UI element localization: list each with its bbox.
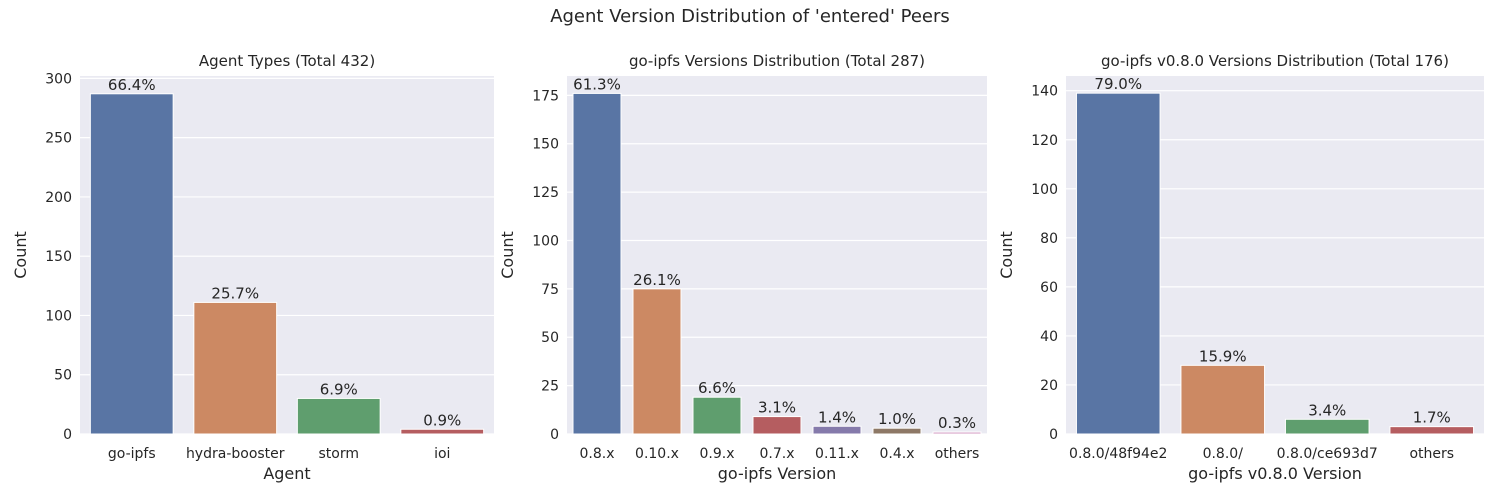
bar-value-label: 61.3% — [573, 75, 621, 93]
bar — [1284, 418, 1370, 435]
panel-title: go-ipfs v0.8.0 Versions Distribution (To… — [1101, 52, 1449, 70]
bar-value-label: 0.3% — [938, 414, 976, 432]
y-tick-label: 120 — [1031, 133, 1058, 149]
x-axis-label: go-ipfs Version — [718, 464, 837, 483]
bar-value-label: 79.0% — [1094, 75, 1142, 93]
bar — [89, 93, 174, 435]
figure-title: Agent Version Distribution of 'entered' … — [550, 6, 950, 27]
x-tick-label: storm — [319, 446, 360, 462]
bar-value-label: 15.9% — [1199, 347, 1247, 365]
x-tick-label: others — [1409, 446, 1454, 462]
y-tick-label: 0 — [550, 427, 559, 443]
y-tick-label: 250 — [45, 131, 72, 147]
y-tick-label: 150 — [45, 249, 72, 265]
x-tick-label: 0.8.0/ — [1203, 446, 1244, 462]
x-axis-label: Agent — [263, 464, 310, 483]
y-tick-label: 100 — [532, 233, 559, 249]
bar — [1075, 92, 1161, 435]
bar — [932, 431, 982, 435]
bar — [752, 416, 802, 435]
bar — [193, 301, 278, 435]
bar-value-label: 66.4% — [108, 76, 156, 94]
y-tick-label: 100 — [1031, 182, 1058, 198]
bar-value-label: 6.9% — [320, 380, 358, 398]
x-tick-label: 0.8.x — [580, 446, 615, 462]
y-tick-label: 0 — [63, 427, 72, 443]
y-tick-label: 200 — [45, 190, 72, 206]
y-tick-label: 40 — [1040, 329, 1058, 345]
x-tick-label: 0.8.0/ce693d7 — [1277, 446, 1378, 462]
y-axis-label: Count — [498, 231, 517, 279]
y-tick-label: 150 — [532, 137, 559, 153]
x-tick-label: 0.8.0/48f94e2 — [1069, 446, 1167, 462]
y-tick-label: 60 — [1040, 280, 1058, 296]
bar-value-label: 6.6% — [698, 379, 736, 397]
chart-panel-1: 0 50 100 150 200 250 300 66.4% go-ipfs 25.7% hydra… — [11, 52, 494, 483]
y-tick-label: 125 — [532, 185, 559, 201]
bar — [572, 92, 622, 435]
bar — [296, 397, 381, 435]
bar — [632, 288, 682, 435]
bar — [1389, 426, 1475, 435]
x-tick-label: ioi — [434, 446, 450, 462]
x-tick-label: 0.11.x — [815, 446, 859, 462]
bar-value-label: 1.4% — [818, 408, 856, 426]
chart-panel-2: 0 25 50 75 100 125 150 175 61.3% 0.8.x 26.1% 0.10.x… — [498, 52, 987, 483]
bar — [812, 425, 862, 435]
y-tick-label: 0 — [1049, 427, 1058, 443]
x-tick-label: others — [935, 446, 980, 462]
panel-title: Agent Types (Total 432) — [199, 52, 375, 70]
bar — [400, 428, 485, 435]
y-tick-label: 50 — [54, 368, 72, 384]
y-tick-label: 80 — [1040, 231, 1058, 247]
x-axis-label: go-ipfs v0.8.0 Version — [1188, 464, 1362, 483]
x-tick-label: 0.4.x — [880, 446, 915, 462]
plot-background — [567, 76, 987, 434]
bar-value-label: 3.4% — [1308, 401, 1346, 419]
bar — [1180, 364, 1266, 435]
y-tick-label: 140 — [1031, 84, 1058, 100]
y-tick-label: 300 — [45, 71, 72, 87]
bar-value-label: 25.7% — [211, 284, 259, 302]
y-tick-label: 25 — [541, 379, 559, 395]
panel-title: go-ipfs Versions Distribution (Total 287… — [629, 52, 925, 70]
y-tick-label: 100 — [45, 308, 72, 324]
bar — [872, 427, 922, 435]
bar-value-label: 26.1% — [633, 271, 681, 289]
y-tick-label: 50 — [541, 330, 559, 346]
y-tick-label: 175 — [532, 88, 559, 104]
chart-panel-3: 0 20 40 60 80 100 120 140 79.0% 0.8.0/48f94e2 15.9… — [997, 52, 1484, 483]
y-tick-label: 20 — [1040, 378, 1058, 394]
bar-value-label: 3.1% — [758, 399, 796, 417]
bar-value-label: 1.0% — [878, 410, 916, 428]
x-tick-label: 0.7.x — [760, 446, 795, 462]
y-axis-label: Count — [997, 231, 1016, 279]
bar-value-label: 0.9% — [423, 411, 461, 429]
y-axis-label: Count — [11, 231, 30, 279]
x-tick-label: go-ipfs — [108, 446, 156, 462]
bar-value-label: 1.7% — [1413, 409, 1451, 427]
bar — [692, 396, 742, 435]
x-tick-label: 0.9.x — [700, 446, 735, 462]
x-tick-label: 0.10.x — [635, 446, 679, 462]
y-tick-label: 75 — [541, 282, 559, 298]
x-tick-label: hydra-booster — [186, 446, 285, 462]
